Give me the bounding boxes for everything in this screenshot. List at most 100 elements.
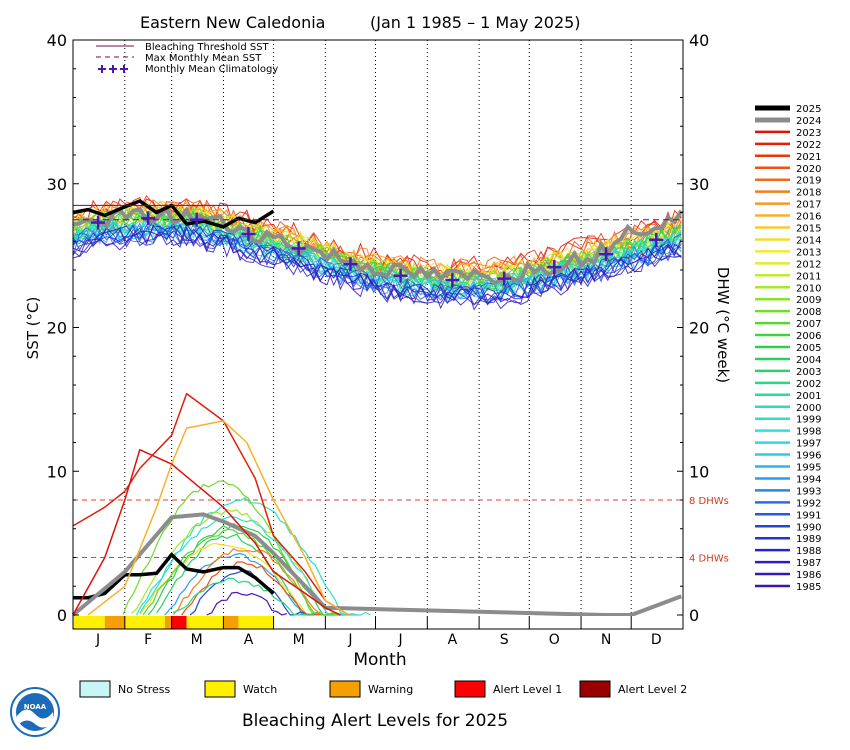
year-legend-label: 2016 — [796, 212, 821, 223]
year-legend-label: 2024 — [796, 116, 821, 127]
climatology-marker — [189, 212, 204, 227]
alert-legend-swatch — [579, 680, 611, 698]
x-tick-label: A — [448, 632, 458, 648]
year-legend-label: 2018 — [796, 188, 821, 199]
alert-bar-segment — [238, 616, 274, 629]
chart-title-region: Eastern New Caledonia — [140, 13, 325, 32]
x-tick-label: J — [397, 632, 402, 648]
dhw-line-2023 — [72, 448, 341, 616]
year-legend-label: 1985 — [796, 582, 821, 593]
year-legend-label: 1989 — [796, 534, 821, 545]
alert-bar-segment — [73, 616, 105, 629]
climatology-marker — [445, 273, 460, 288]
x-tick-label: A — [244, 632, 254, 648]
year-legend-label: 2021 — [796, 152, 821, 163]
year-legend-label: 2011 — [796, 271, 821, 282]
year-legend-label: 2009 — [796, 295, 821, 306]
climatology-marker — [141, 211, 156, 226]
legend-marker-climatology — [98, 65, 106, 73]
alert-legend-label: Watch — [243, 683, 277, 696]
footer-title: Bleaching Alert Levels for 2025 — [242, 711, 508, 731]
legend-marker-climatology — [109, 65, 117, 73]
dhw-line-background — [164, 552, 321, 616]
dhw-line-2022 — [72, 392, 350, 616]
year-legend-label: 2022 — [796, 140, 821, 151]
year-legend-label: 2002 — [796, 379, 821, 390]
year-legend-label: 1988 — [796, 546, 821, 557]
year-legend-label: 2004 — [796, 355, 821, 366]
noaa-logo-icon: NOAA — [10, 687, 60, 737]
alert-bar-segment — [104, 616, 125, 629]
y-tick-label-left: 0 — [57, 606, 67, 625]
climatology-marker — [291, 241, 306, 256]
alert-bar-segment — [164, 616, 172, 629]
alert-bar-segment — [186, 616, 224, 629]
sst-line-1986 — [72, 224, 682, 310]
year-legend-label: 1986 — [796, 570, 821, 581]
y-tick-label-right: 10 — [689, 462, 709, 481]
year-legend-label: 2007 — [796, 319, 821, 330]
year-legend-label: 2001 — [796, 391, 821, 402]
year-legend-label: 2003 — [796, 367, 821, 378]
plot-area — [73, 40, 683, 615]
year-legend-label: 1987 — [796, 558, 821, 569]
climatology-marker — [547, 260, 562, 275]
sst-line-1995 — [72, 218, 682, 301]
dhw-line-background — [172, 547, 339, 616]
x-tick-label: N — [601, 632, 611, 648]
year-legend-label: 1991 — [796, 510, 821, 521]
x-tick-label: F — [144, 632, 152, 648]
dhw-line-background — [206, 591, 288, 616]
dhw-line-2025 — [73, 552, 275, 600]
alert-bar-segment — [124, 616, 165, 629]
alert-legend-swatch — [204, 680, 236, 698]
climatology-marker — [497, 271, 512, 286]
y-tick-label-left: 20 — [47, 319, 67, 338]
legend-line-label: Max Monthly Mean SST — [145, 53, 262, 64]
legend-marker-climatology — [120, 65, 128, 73]
y-axis-title-right: DHW (°C week) — [714, 267, 732, 383]
year-legend-label: 1994 — [796, 474, 821, 485]
year-legend-label: 2020 — [796, 164, 821, 175]
alert-legend-label: No Stress — [118, 683, 171, 696]
x-tick-label: S — [500, 632, 509, 648]
alert-legend-swatch — [454, 680, 486, 698]
x-tick-label: D — [651, 632, 662, 648]
alert-bar-segment — [223, 616, 239, 629]
alert-legend-swatch — [329, 680, 361, 698]
year-legend-label: 2019 — [796, 176, 821, 187]
climatology-marker — [91, 215, 106, 230]
legend-line-label: Bleaching Threshold SST — [145, 42, 270, 53]
y-tick-label-left: 30 — [47, 175, 67, 194]
alert-bar-segment — [171, 616, 187, 629]
alert-legend-label: Alert Level 2 — [618, 683, 687, 696]
sst-line-2024 — [72, 205, 684, 286]
dhw-line-background — [181, 561, 323, 616]
dhw-reference-label: 8 DHWs — [689, 496, 729, 507]
climatology-marker — [343, 257, 358, 272]
plot-frame — [72, 39, 684, 630]
x-tick-label: O — [549, 632, 560, 648]
y-tick-label-right: 40 — [689, 31, 709, 50]
y-axis-title-left: SST (°C) — [24, 297, 42, 360]
year-legend-label: 1993 — [796, 486, 821, 497]
y-tick-label-right: 20 — [689, 319, 709, 338]
dhw-reference-label: 4 DHWs — [689, 554, 729, 565]
climatology-marker — [241, 227, 256, 242]
year-legend-label: 1999 — [796, 415, 821, 426]
year-legend-label: 2005 — [796, 343, 821, 354]
year-legend-label: 2006 — [796, 331, 821, 342]
year-legend-label: 1992 — [796, 498, 821, 509]
noaa-logo-text: NOAA — [24, 703, 47, 711]
x-tick-label: J — [95, 632, 100, 648]
climatology-marker — [649, 232, 664, 247]
legend-line-label: Monthly Mean Climatology — [145, 64, 278, 75]
x-tick-label: J — [347, 632, 352, 648]
y-tick-label-left: 40 — [47, 31, 67, 50]
dhw-line-background — [173, 577, 314, 616]
x-tick-label: M — [191, 632, 203, 648]
dhw-line-2016 — [87, 420, 350, 616]
year-legend-label: 2017 — [796, 200, 821, 211]
sst-line-1985 — [72, 226, 682, 311]
